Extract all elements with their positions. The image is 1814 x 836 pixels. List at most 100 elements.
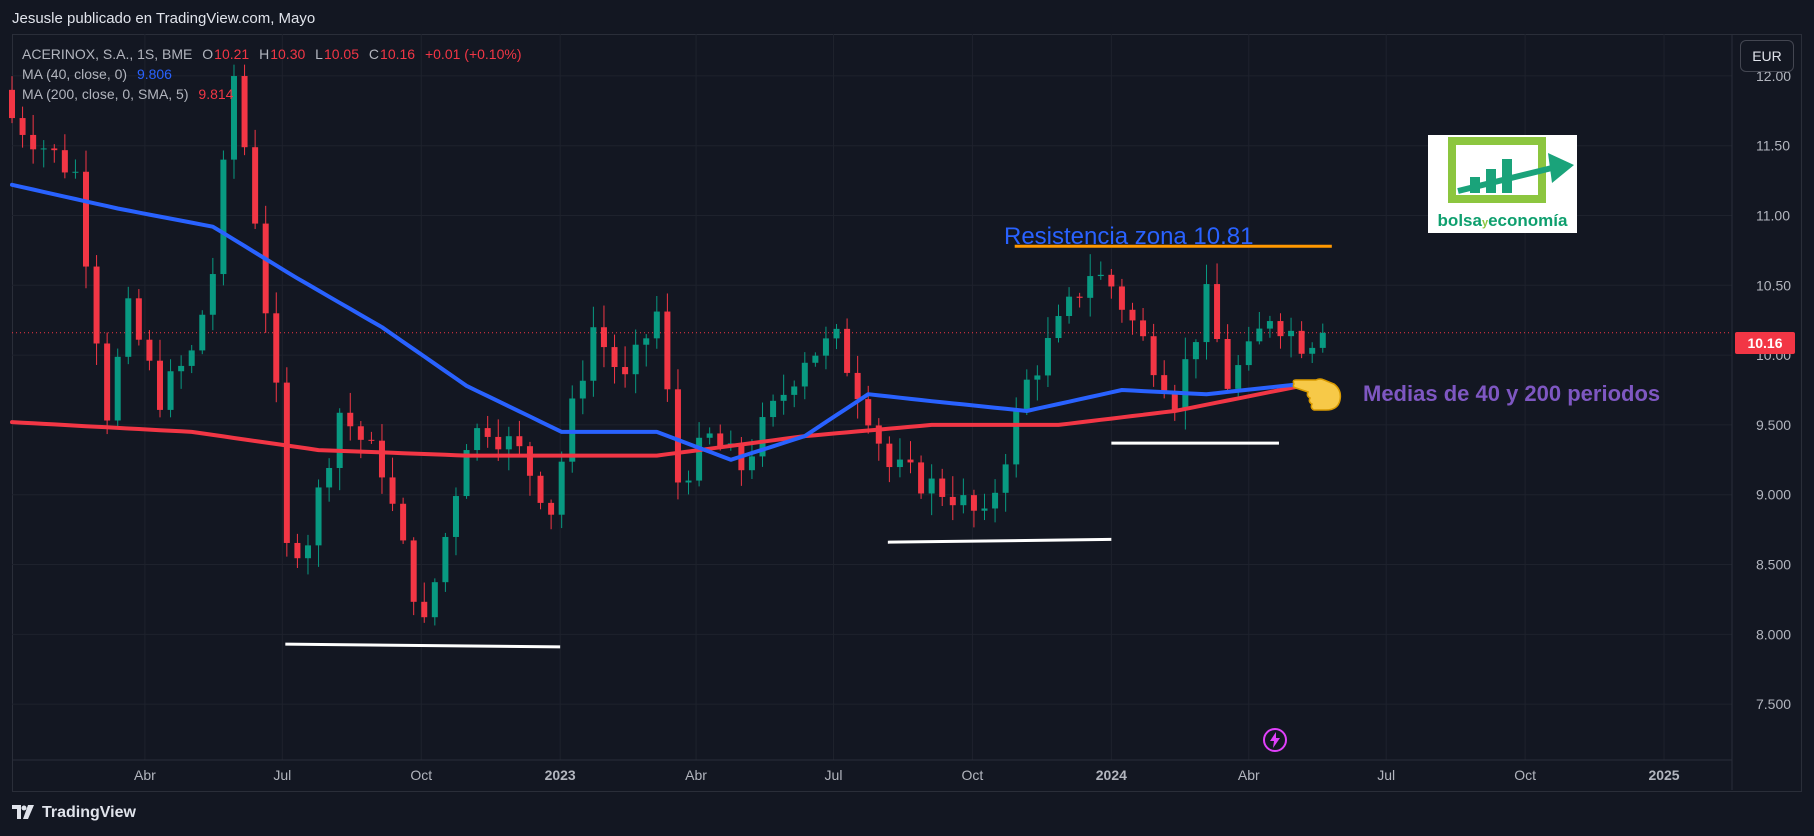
x-tick-label: 2023: [545, 767, 576, 783]
candle-body: [1288, 330, 1295, 337]
candle-body: [1097, 274, 1104, 277]
logo-graphic: [1448, 137, 1574, 203]
candle-body: [653, 311, 660, 339]
candle-body: [315, 487, 322, 546]
candle-body: [463, 450, 470, 497]
ma40-line: [10, 182, 1325, 462]
x-tick-label: Abr: [134, 767, 156, 783]
candle-body: [1066, 296, 1073, 317]
candle-body: [505, 436, 512, 450]
x-tick-label: 2025: [1648, 767, 1679, 783]
y-tick-label: 8.000: [1756, 626, 1791, 642]
legend-ma200-label: MA (200, close, 0, SMA, 5): [22, 86, 189, 102]
candle-body: [696, 437, 703, 481]
candle-body: [1055, 316, 1062, 339]
candle-body: [30, 134, 37, 150]
legend-ma200-value: 9.814: [198, 86, 234, 102]
candle-body: [230, 76, 237, 160]
candle-body: [273, 313, 280, 383]
candle-body: [178, 365, 185, 372]
candle-body: [357, 426, 364, 440]
candle-body: [992, 492, 999, 509]
candle-body: [1076, 296, 1083, 298]
candle-body: [82, 171, 89, 267]
x-tick-label: Abr: [685, 767, 707, 783]
candle-body: [875, 425, 882, 444]
publisher-caption: Jesusle publicado en TradingView.com, Ma…: [12, 10, 316, 27]
legend-high-key: H: [259, 46, 270, 62]
legend-ma40-label: MA (40, close, 0): [22, 66, 128, 82]
candle-body: [801, 362, 808, 387]
candle-body: [780, 394, 787, 401]
x-tick-label: Abr: [1238, 767, 1260, 783]
logo-wordmark: bolsayeconomía: [1437, 211, 1568, 230]
candle-body: [854, 372, 861, 400]
candle-body: [484, 428, 491, 437]
candle-body: [220, 159, 227, 275]
pointing-hand-icon: [1292, 378, 1342, 411]
candle-body: [939, 478, 946, 497]
last-price-badge: 10.16: [1735, 332, 1795, 354]
legend-ohlc-row: ACERINOX, S.A., 1S, BME O10.21 H10.30 L1…: [22, 46, 527, 62]
price-chart[interactable]: 7.5008.0008.5009.0009.50010.0010.5011.00…: [0, 0, 1814, 792]
candle-body: [928, 478, 935, 494]
candle-body: [674, 389, 681, 483]
candle-body: [1203, 284, 1210, 343]
candle-body: [1192, 342, 1199, 360]
candle-body: [1023, 379, 1030, 411]
candle-body: [125, 298, 132, 357]
candle-body: [558, 461, 565, 515]
candle-body: [822, 338, 829, 356]
tradingview-logo-icon: [12, 805, 34, 819]
tradingview-label: TradingView: [42, 804, 136, 821]
candle-body: [347, 412, 354, 427]
ma200-line: [10, 379, 1325, 458]
lightning-icon[interactable]: [1262, 727, 1288, 753]
candle-body: [209, 274, 216, 315]
legend-high: 10.30: [270, 46, 306, 62]
candle-body: [812, 355, 819, 363]
candle-body: [378, 440, 385, 478]
legend-low-key: L: [315, 46, 323, 62]
candle-body: [611, 347, 618, 368]
candle-body: [865, 399, 872, 426]
currency-button[interactable]: EUR: [1740, 40, 1794, 72]
candle-body: [1235, 365, 1242, 389]
legend-open: 10.21: [214, 46, 250, 62]
candle-body: [1277, 321, 1284, 337]
tradingview-brand[interactable]: TradingView: [12, 804, 136, 822]
candle-body: [600, 327, 607, 348]
candle-body: [1013, 410, 1020, 465]
candle-body: [748, 456, 755, 471]
candle-body: [1319, 332, 1326, 348]
candle-body: [452, 496, 459, 537]
candle-body: [241, 76, 248, 148]
support-line: [887, 537, 1112, 544]
candle-body: [844, 328, 851, 373]
candle-body: [368, 439, 375, 441]
candle-body: [474, 428, 481, 451]
candle-body: [19, 118, 26, 135]
candle-body: [156, 360, 163, 410]
candle-body: [431, 582, 438, 618]
candle-body: [970, 495, 977, 511]
candle-body: [9, 89, 15, 119]
candle-body: [717, 433, 724, 448]
candle-body: [1150, 336, 1157, 376]
candle-body: [93, 266, 100, 344]
candle-body: [516, 436, 523, 447]
candle-body: [590, 327, 597, 381]
legend-ma40-value: 9.806: [136, 66, 172, 82]
bottom-bar: TradingView: [0, 792, 1814, 836]
candle-body: [1044, 338, 1051, 376]
y-tick-label: 7.500: [1756, 696, 1791, 712]
candle-body: [421, 601, 428, 618]
x-tick-label: Jul: [273, 767, 291, 783]
candle-body: [389, 477, 396, 504]
candle-body: [72, 171, 79, 173]
candle-body: [1002, 464, 1009, 493]
x-tick-label: 2024: [1096, 767, 1127, 783]
legend-ma40-row: MA (40, close, 0) 9.806: [22, 66, 178, 82]
candle-body: [336, 412, 343, 468]
candle-body: [135, 298, 142, 340]
